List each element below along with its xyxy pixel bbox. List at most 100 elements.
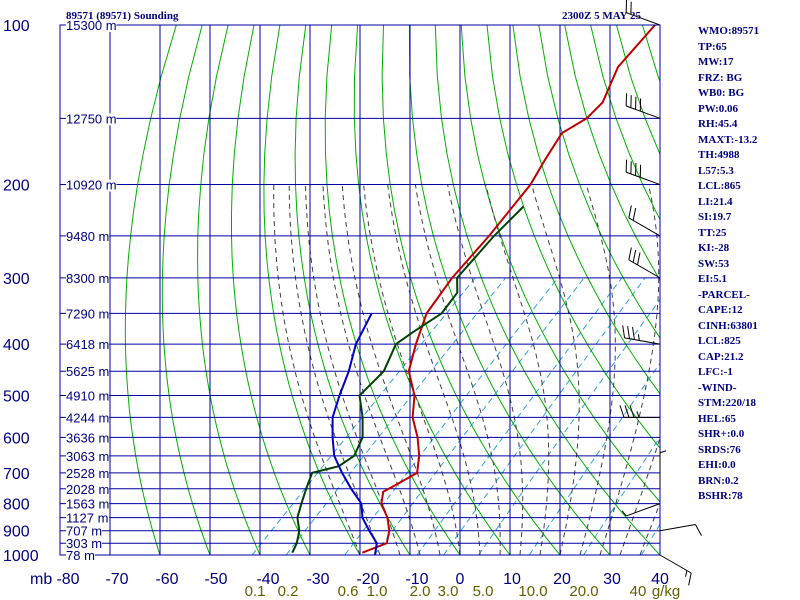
height-label: 1563 m <box>66 497 109 512</box>
wind-barb-flag <box>688 572 692 586</box>
wind-barb-flag <box>632 326 635 340</box>
height-label-background <box>66 113 117 126</box>
mixing-ratio-label: 5.0 <box>473 583 494 600</box>
height-label-background <box>66 483 110 496</box>
dry-adiabat-line <box>161 25 211 555</box>
temperature-tick-label: 30 <box>603 571 621 588</box>
wind-barb <box>625 159 661 186</box>
moist-adiabat-line <box>305 184 401 555</box>
wind-barb-flag <box>632 207 637 221</box>
height-label: 6418 m <box>66 337 109 352</box>
height-label: 12750 m <box>66 111 117 126</box>
wind-barb-flag <box>622 325 626 338</box>
mixing-ratio-label: 1.0 <box>367 583 388 600</box>
height-label-background <box>66 550 95 562</box>
wind-barb <box>621 503 661 517</box>
height-label-background <box>66 498 110 511</box>
stat-line: LFC:-1 <box>698 366 733 378</box>
stat-line: TP:65 <box>698 40 727 53</box>
wind-barb-half-flag <box>685 570 688 577</box>
stat-line: WB0: BG <box>698 87 745 99</box>
wind-barb-staff <box>659 554 692 574</box>
stat-line: L57:5.3 <box>698 164 734 177</box>
height-label: 707 m <box>66 524 102 539</box>
stat-line: WMO:89571 <box>698 25 760 37</box>
height-label: 4910 m <box>66 388 109 403</box>
pressure-tick-label: 1000 <box>3 548 39 565</box>
wind-barb-staff <box>626 12 661 26</box>
dry-adiabat-line <box>124 25 177 555</box>
wind-barb-flag <box>629 405 635 418</box>
height-label-background <box>66 366 110 379</box>
parcel-trace <box>331 312 378 555</box>
mixing-ratio-unit-label: g/kg <box>652 583 680 600</box>
temperature-tick-label: -20 <box>356 571 379 588</box>
pressure-unit-label: mb <box>30 571 52 588</box>
moist-adiabat-line <box>273 184 361 555</box>
wind-barb-staff <box>659 524 696 532</box>
height-label-background <box>66 525 102 538</box>
wind-barb-staff <box>626 503 661 517</box>
dry-adiabat-line <box>294 25 411 555</box>
stat-line: EI:5.1 <box>698 273 728 285</box>
wind-barb-flag <box>627 326 630 339</box>
pressure-tick-label: 200 <box>3 178 30 195</box>
stat-line: CINH:63801 <box>698 319 758 332</box>
height-label-background <box>66 390 110 403</box>
temperature-tick-label: 20 <box>553 571 571 588</box>
mixing-ratio-label: 0.6 <box>338 583 359 600</box>
stat-line: TH:4988 <box>698 149 740 161</box>
wind-barb-half-flag <box>659 450 667 454</box>
wind-barb <box>628 205 661 237</box>
mixing-ratio-line <box>416 277 623 555</box>
height-label-background <box>66 20 117 32</box>
station-title: 89571 (89571) Sounding <box>66 10 179 22</box>
height-label: 78 m <box>66 548 95 563</box>
stat-line: STM:220/18 <box>698 397 757 409</box>
height-label: 5625 m <box>66 364 109 379</box>
moist-adiabat-line <box>414 184 501 555</box>
temperature-tick-label: -50 <box>204 571 227 588</box>
mixing-ratio-label: 0.1 <box>245 583 266 600</box>
height-label: 7290 m <box>66 306 109 321</box>
temperature-tick-label: 40 <box>651 571 669 588</box>
wind-barb <box>659 554 692 586</box>
temperature-profile <box>361 25 656 554</box>
height-label-background <box>66 179 117 192</box>
temperature-tick-label: -60 <box>155 571 178 588</box>
stat-line: MAXT:-13.2 <box>698 133 758 146</box>
mixing-ratio-line <box>373 277 585 555</box>
height-label: 15300 m <box>66 18 117 33</box>
stat-line: -WIND- <box>698 381 737 394</box>
wind-barb-flag <box>636 252 641 265</box>
wind-barb <box>619 405 660 418</box>
stat-line: HEL:65 <box>698 412 736 425</box>
pressure-tick-label: 500 <box>3 388 30 405</box>
dry-adiabat-line <box>381 25 561 555</box>
wind-barb-staff <box>628 217 661 237</box>
wind-barb <box>628 247 661 279</box>
pressure-tick-label: 600 <box>3 430 30 447</box>
pressure-tick-label: 700 <box>3 466 30 483</box>
temperature-tick-label: 0 <box>456 571 465 588</box>
stat-line: EHI:0.0 <box>698 459 736 471</box>
mixing-ratio-line <box>528 362 660 555</box>
wind-barb-staff <box>628 259 661 279</box>
stat-line: CAP:21.2 <box>698 350 744 363</box>
mixing-ratio-line <box>640 523 660 555</box>
wind-barb-flag <box>628 205 632 219</box>
moist-adiabat-line <box>599 184 660 555</box>
stat-line: SRDS:76 <box>698 443 741 456</box>
stat-line: MW:17 <box>698 56 734 68</box>
mixing-ratio-label: 3.0 <box>438 583 459 600</box>
wind-barb <box>622 325 661 345</box>
pressure-tick-label: 300 <box>3 271 30 288</box>
wind-barb-flag <box>632 249 637 263</box>
stat-line: SHR+:0.0 <box>698 428 745 440</box>
height-label: 2528 m <box>66 466 109 481</box>
height-label: 2028 m <box>66 482 109 497</box>
height-label-background <box>66 538 102 551</box>
stat-line: -PARCEL- <box>698 288 750 301</box>
pressure-tick-label: 400 <box>3 337 30 354</box>
